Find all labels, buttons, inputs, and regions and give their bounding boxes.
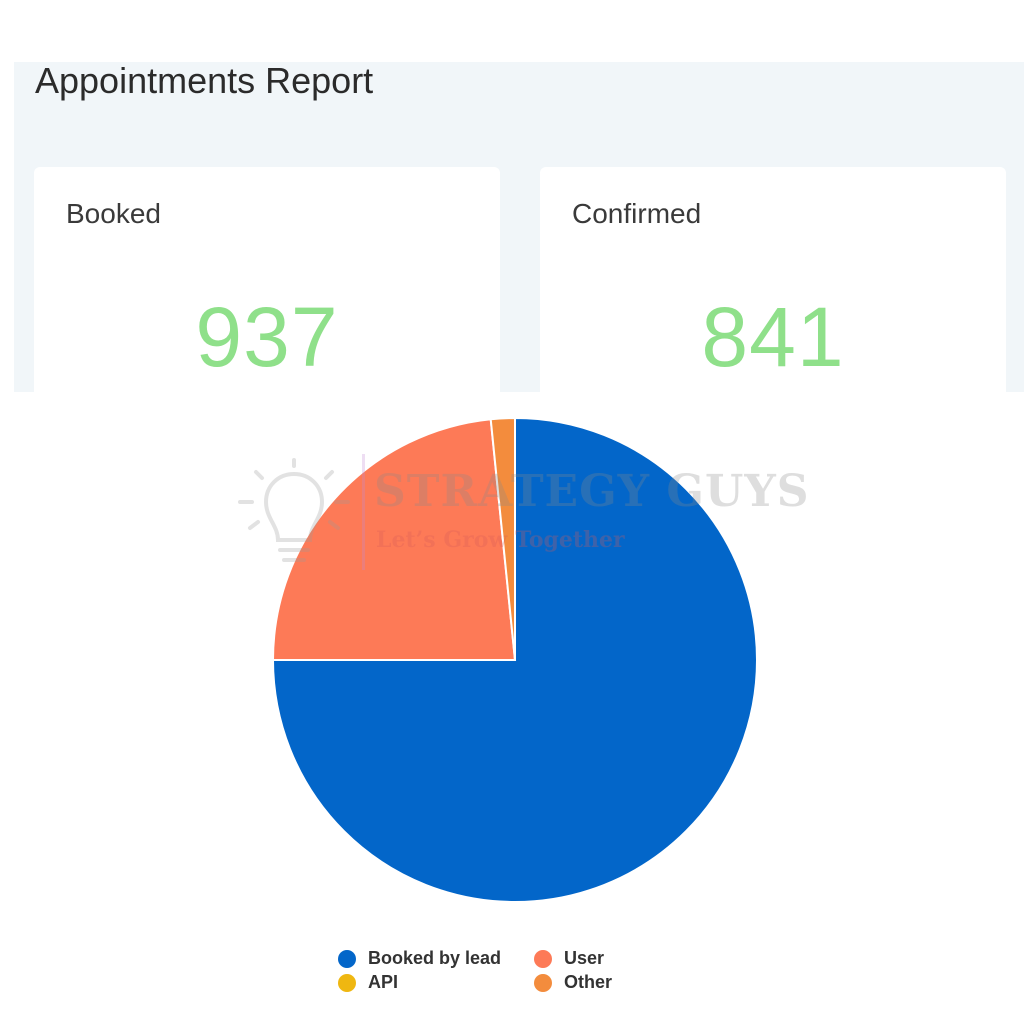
pie-slice-user[interactable]	[271, 418, 517, 661]
legend-dot	[338, 949, 356, 968]
pie-slice-other[interactable]	[489, 416, 516, 661]
legend-label: Booked by lead	[368, 948, 502, 968]
legend-dot	[534, 973, 552, 992]
legend-item-booked-by-lead[interactable]: Booked by lead	[338, 948, 501, 969]
legend-dot	[534, 949, 552, 968]
booked-label: Booked	[66, 198, 161, 229]
legend-item-user[interactable]: User	[534, 948, 604, 969]
legend-label: API	[368, 972, 399, 992]
appointments-report-panel: Appointments Report Booked 937 Confirmed…	[14, 62, 1024, 392]
legend-dot	[338, 973, 356, 992]
legend-item-other[interactable]: Other	[534, 972, 612, 993]
legend-label: Other	[564, 972, 613, 992]
confirmed-card: Confirmed 841	[540, 167, 1006, 392]
pie-slice-booked-by-lead[interactable]	[271, 416, 758, 903]
booked-card: Booked 937	[34, 167, 500, 392]
chart-legend: Booked by lead User API Other	[338, 948, 638, 998]
report-title: Appointments Report	[35, 62, 374, 101]
legend-item-api[interactable]: API	[338, 972, 398, 993]
booked-count: 937	[195, 290, 339, 384]
confirmed-count: 841	[701, 290, 845, 384]
confirmed-label: Confirmed	[572, 198, 702, 229]
legend-label: User	[564, 948, 605, 968]
